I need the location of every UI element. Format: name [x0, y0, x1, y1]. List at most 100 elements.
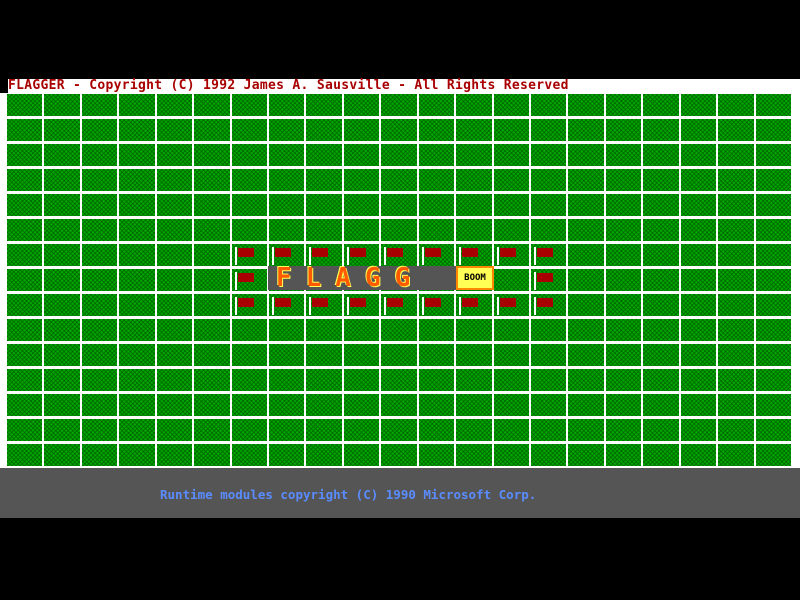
- board-cell[interactable]: [494, 269, 529, 291]
- board-cell[interactable]: [269, 369, 304, 391]
- board-cell[interactable]: [44, 169, 80, 191]
- board-cell[interactable]: [718, 119, 754, 141]
- board-cell[interactable]: [344, 319, 379, 341]
- board-cell[interactable]: [157, 444, 192, 466]
- board-cell[interactable]: [381, 419, 417, 441]
- board-cell[interactable]: [232, 194, 267, 216]
- board-cell[interactable]: [44, 119, 80, 141]
- board-cell[interactable]: [194, 419, 230, 441]
- board-cell[interactable]: [381, 219, 417, 241]
- board-cell[interactable]: [681, 119, 716, 141]
- board-cell[interactable]: [306, 344, 342, 366]
- board-cell[interactable]: [756, 369, 791, 391]
- board-cell[interactable]: [643, 169, 679, 191]
- board-cell[interactable]: [381, 319, 417, 341]
- board-cell[interactable]: [643, 444, 679, 466]
- board-cell[interactable]: [419, 344, 454, 366]
- board-cell[interactable]: [606, 444, 641, 466]
- board-cell[interactable]: [269, 394, 304, 416]
- board-cell[interactable]: [718, 369, 754, 391]
- board-cell[interactable]: [82, 169, 117, 191]
- board-cell[interactable]: [269, 219, 304, 241]
- board-cell[interactable]: [419, 144, 454, 166]
- board-cell[interactable]: [568, 94, 604, 116]
- board-cell[interactable]: [681, 244, 716, 266]
- board-cell[interactable]: [344, 369, 379, 391]
- board-cell[interactable]: [7, 244, 42, 266]
- board-cell[interactable]: [681, 394, 716, 416]
- board-cell[interactable]: [381, 344, 417, 366]
- board-cell[interactable]: [456, 419, 492, 441]
- board-cell[interactable]: [494, 369, 529, 391]
- board-cell[interactable]: [643, 144, 679, 166]
- board-cell[interactable]: [157, 219, 192, 241]
- board-cell[interactable]: [157, 394, 192, 416]
- board-cell[interactable]: [531, 194, 566, 216]
- board-cell[interactable]: [643, 194, 679, 216]
- board-cell[interactable]: [681, 269, 716, 291]
- board-cell[interactable]: [756, 419, 791, 441]
- board-cell[interactable]: [568, 144, 604, 166]
- board-cell[interactable]: [568, 194, 604, 216]
- board-cell[interactable]: [194, 119, 230, 141]
- board-cell[interactable]: [718, 244, 754, 266]
- board-cell[interactable]: [718, 344, 754, 366]
- board-cell[interactable]: [306, 244, 342, 266]
- board-cell[interactable]: [7, 269, 42, 291]
- board-cell[interactable]: [344, 169, 379, 191]
- board-cell[interactable]: [269, 444, 304, 466]
- board-cell[interactable]: [119, 344, 155, 366]
- board-cell[interactable]: [344, 244, 379, 266]
- board-cell[interactable]: [531, 94, 566, 116]
- board-cell[interactable]: [44, 219, 80, 241]
- board-cell[interactable]: [82, 144, 117, 166]
- board-cell[interactable]: [7, 294, 42, 316]
- board-cell[interactable]: [306, 419, 342, 441]
- board-cell[interactable]: [194, 269, 230, 291]
- board-cell[interactable]: [44, 444, 80, 466]
- board-cell[interactable]: [194, 294, 230, 316]
- board-cell[interactable]: [269, 419, 304, 441]
- board-cell[interactable]: [119, 194, 155, 216]
- board-cell[interactable]: [756, 244, 791, 266]
- board-cell[interactable]: [568, 394, 604, 416]
- board-cell[interactable]: [681, 219, 716, 241]
- board-cell[interactable]: [82, 344, 117, 366]
- board-cell[interactable]: [119, 369, 155, 391]
- board-cell[interactable]: [456, 144, 492, 166]
- board-cell[interactable]: [494, 169, 529, 191]
- board-cell[interactable]: [7, 319, 42, 341]
- board-cell[interactable]: [494, 344, 529, 366]
- board-cell[interactable]: [606, 369, 641, 391]
- board-cell[interactable]: [606, 144, 641, 166]
- board-cell[interactable]: [568, 444, 604, 466]
- board-cell[interactable]: [44, 144, 80, 166]
- board-cell[interactable]: [269, 94, 304, 116]
- board-cell[interactable]: [456, 219, 492, 241]
- board-cell[interactable]: [756, 94, 791, 116]
- board-cell[interactable]: [119, 169, 155, 191]
- board-cell[interactable]: [381, 169, 417, 191]
- board-cell[interactable]: [7, 219, 42, 241]
- board-cell[interactable]: [718, 269, 754, 291]
- board-cell[interactable]: [643, 319, 679, 341]
- board-cell[interactable]: [531, 294, 566, 316]
- board-cell[interactable]: [82, 419, 117, 441]
- board-cell[interactable]: [157, 269, 192, 291]
- board-cell[interactable]: [194, 319, 230, 341]
- board-cell[interactable]: [119, 119, 155, 141]
- board-cell[interactable]: [119, 219, 155, 241]
- board-cell[interactable]: [157, 144, 192, 166]
- board-cell[interactable]: [456, 169, 492, 191]
- board-cell[interactable]: [419, 369, 454, 391]
- board-cell[interactable]: [606, 219, 641, 241]
- board-cell[interactable]: [718, 319, 754, 341]
- board-cell[interactable]: [681, 94, 716, 116]
- board-cell[interactable]: [643, 269, 679, 291]
- board-cell[interactable]: [232, 269, 267, 291]
- board-cell[interactable]: [194, 344, 230, 366]
- board-cell[interactable]: [681, 169, 716, 191]
- board-cell[interactable]: [681, 344, 716, 366]
- board-cell[interactable]: [82, 244, 117, 266]
- board-cell[interactable]: [568, 294, 604, 316]
